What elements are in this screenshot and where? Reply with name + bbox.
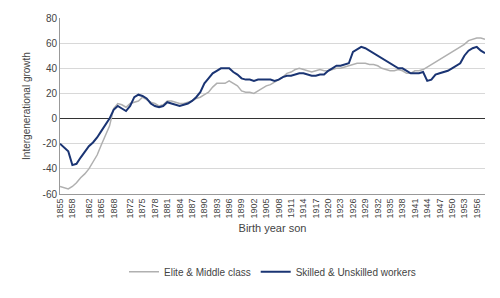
svg-text:1890: 1890: [199, 199, 209, 219]
svg-text:1878: 1878: [150, 199, 160, 219]
svg-text:-60: -60: [43, 189, 58, 200]
svg-text:1923: 1923: [336, 199, 346, 219]
svg-text:1917: 1917: [311, 199, 321, 219]
svg-text:1938: 1938: [397, 199, 407, 219]
svg-text:80: 80: [46, 13, 58, 24]
svg-text:1868: 1868: [109, 199, 119, 219]
svg-text:0: 0: [51, 113, 57, 124]
svg-text:1887: 1887: [187, 199, 197, 219]
svg-text:-20: -20: [43, 138, 58, 149]
svg-text:1941: 1941: [410, 199, 420, 219]
svg-text:1950: 1950: [447, 199, 457, 219]
svg-text:1881: 1881: [162, 199, 172, 219]
svg-text:1865: 1865: [96, 199, 106, 219]
svg-text:1914: 1914: [298, 199, 308, 219]
svg-text:1875: 1875: [137, 199, 147, 219]
svg-text:1935: 1935: [385, 199, 395, 219]
svg-text:Intergenerational growth: Intergenerational growth: [21, 52, 32, 160]
svg-text:1905: 1905: [261, 199, 271, 219]
svg-text:1911: 1911: [286, 199, 296, 218]
svg-text:1926: 1926: [348, 199, 358, 219]
svg-text:1920: 1920: [323, 199, 333, 219]
svg-text:1947: 1947: [435, 199, 445, 219]
svg-text:1893: 1893: [212, 199, 222, 219]
svg-text:20: 20: [46, 88, 58, 99]
svg-text:1902: 1902: [249, 199, 259, 219]
svg-text:Elite & Middle class: Elite & Middle class: [164, 267, 251, 278]
svg-text:1932: 1932: [373, 199, 383, 219]
svg-text:Skilled & Unskilled workers: Skilled & Unskilled workers: [296, 267, 416, 278]
svg-text:1953: 1953: [459, 199, 469, 219]
svg-text:1858: 1858: [67, 199, 77, 219]
svg-text:1956: 1956: [472, 199, 482, 219]
svg-text:1908: 1908: [274, 199, 284, 219]
svg-text:60: 60: [46, 38, 58, 49]
svg-text:40: 40: [46, 63, 58, 74]
svg-text:1884: 1884: [175, 199, 185, 219]
svg-text:1896: 1896: [224, 199, 234, 219]
svg-text:1929: 1929: [360, 199, 370, 219]
svg-text:1855: 1855: [55, 199, 65, 219]
svg-text:1944: 1944: [422, 199, 432, 219]
svg-text:1862: 1862: [84, 199, 94, 219]
svg-text:-40: -40: [43, 163, 58, 174]
svg-text:Birth year son: Birth year son: [239, 222, 307, 234]
svg-text:1899: 1899: [236, 199, 246, 219]
svg-text:1872: 1872: [125, 199, 135, 219]
